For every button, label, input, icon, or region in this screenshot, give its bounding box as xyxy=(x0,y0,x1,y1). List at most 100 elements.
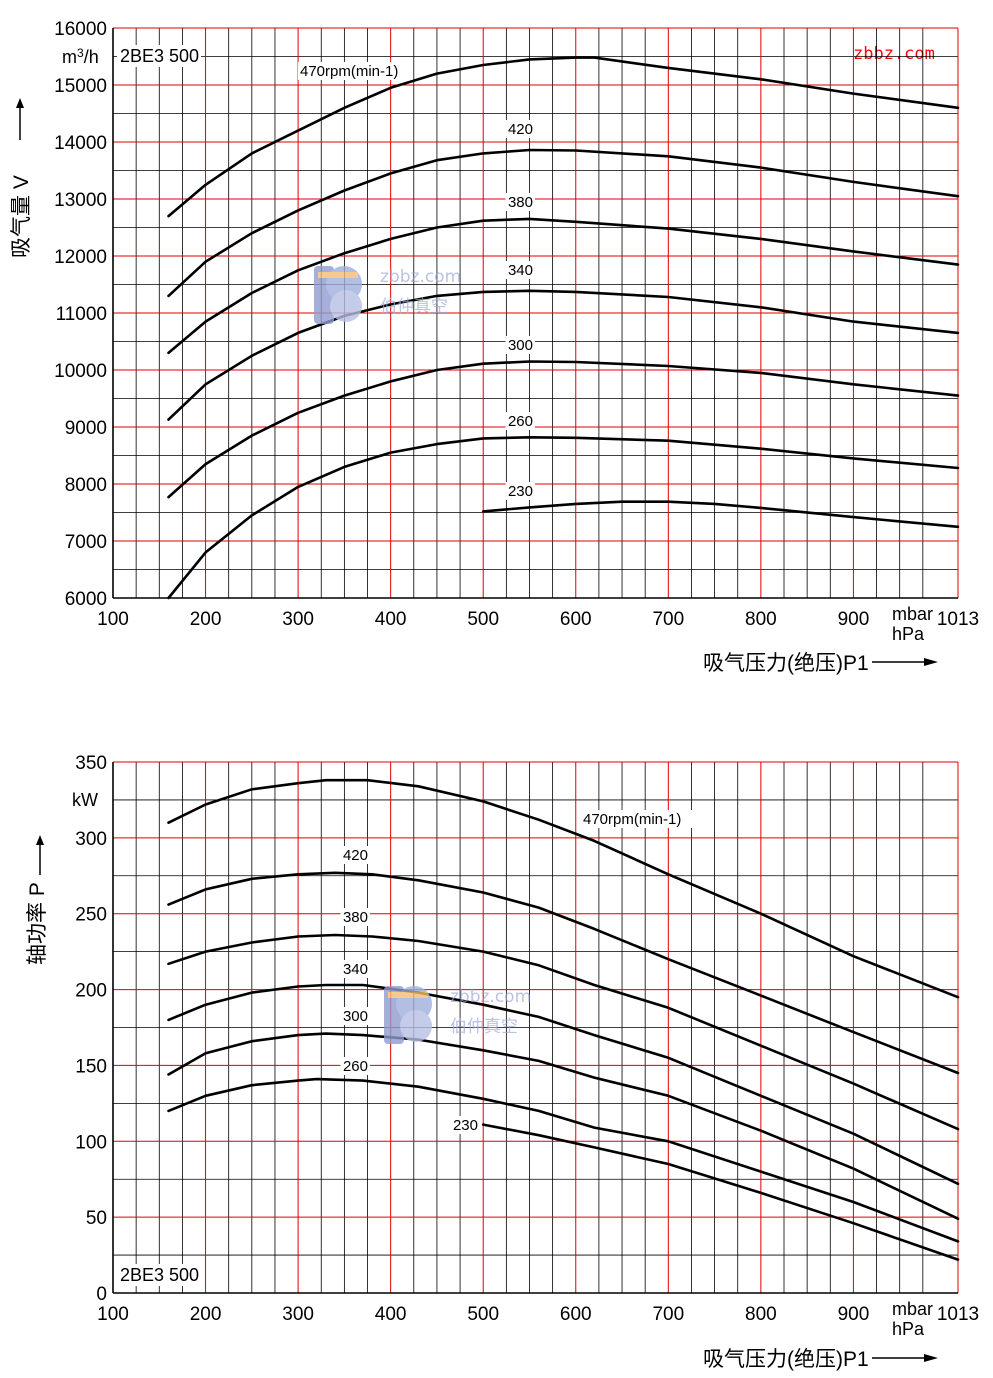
x-tick-label: 100 xyxy=(97,609,129,630)
series-line-380 xyxy=(167,933,960,1131)
arrow-up-icon xyxy=(16,98,24,108)
watermark-text: 伯仲真空 xyxy=(450,1017,518,1037)
series-label: 300 xyxy=(343,1008,368,1025)
y-unit-label: kW xyxy=(72,790,98,810)
x-tick-label: 500 xyxy=(467,1304,499,1325)
x-tick-label: 900 xyxy=(838,1304,870,1325)
x-tick-label: 700 xyxy=(652,609,684,630)
y-tick-label: 10000 xyxy=(54,361,107,382)
site-label[interactable]: zbbz.com xyxy=(853,44,935,64)
y-tick-label: 13000 xyxy=(54,190,107,211)
x-tick-label: 600 xyxy=(560,609,592,630)
series-line-260 xyxy=(167,436,960,600)
series-label: 260 xyxy=(508,413,533,430)
series-label: 420 xyxy=(508,121,533,138)
series-label: 420 xyxy=(343,847,368,864)
watermark-url: zbbz.com xyxy=(380,267,461,287)
y-tick-label: 100 xyxy=(75,1132,107,1153)
model-label-bg xyxy=(117,1264,201,1286)
x-tick-label: 200 xyxy=(190,1304,222,1325)
y-tick-label: 300 xyxy=(75,829,107,850)
series-label-bg xyxy=(505,482,535,500)
model-label-bg xyxy=(117,45,201,67)
y-tick-label: 50 xyxy=(86,1208,107,1229)
bz-logo-icon xyxy=(314,266,362,324)
arrow-up-icon xyxy=(36,835,44,845)
y-tick-label: 11000 xyxy=(56,304,107,325)
y-axis-title: 轴功率 P xyxy=(26,882,49,965)
y-tick-label: 200 xyxy=(75,981,107,1002)
watermark-url: zbbz.com xyxy=(450,987,531,1007)
x-tick-label: 900 xyxy=(838,609,870,630)
series-label: 300 xyxy=(508,337,533,354)
series-label-bg xyxy=(505,336,535,354)
x-unit-label: hPa xyxy=(892,624,925,644)
bz-logo-icon xyxy=(384,986,432,1044)
y-tick-label: 14000 xyxy=(54,133,107,154)
series-line-420 xyxy=(167,148,960,298)
series-line-260 xyxy=(167,1077,960,1243)
model-label: 2BE3 500 xyxy=(120,1265,199,1285)
y-unit-label: m3/h xyxy=(62,46,99,67)
y-tick-label: 150 xyxy=(75,1056,107,1077)
x-axis-title: 吸气压力(绝压)P1 xyxy=(703,652,869,675)
series-label-bg xyxy=(505,193,535,211)
x-axis-title: 吸气压力(绝压)P1 xyxy=(703,1348,869,1371)
series-line-380 xyxy=(167,217,960,355)
x-unit-label: mbar xyxy=(892,604,933,624)
series-line-470rpmmin1 xyxy=(167,56,960,218)
series-label: 380 xyxy=(508,194,533,211)
x-unit-label: mbar xyxy=(892,1299,933,1319)
x-tick-label: 800 xyxy=(745,609,777,630)
series-label-bg xyxy=(298,62,413,80)
watermark-text: 伯仲真空 xyxy=(380,297,448,317)
x-tick-label: 300 xyxy=(282,1304,314,1325)
series-line-420 xyxy=(167,871,960,1075)
series-label-bg xyxy=(340,1057,370,1075)
series-line-300 xyxy=(167,360,960,499)
y-tick-label: 16000 xyxy=(54,19,107,40)
y-tick-label: 250 xyxy=(75,905,107,926)
arrow-right-icon xyxy=(924,1354,938,1362)
x-tick-label: 400 xyxy=(375,609,407,630)
series-line-230 xyxy=(481,1123,960,1261)
x-tick-label: 800 xyxy=(745,1304,777,1325)
y-tick-label: 9000 xyxy=(65,418,107,439)
series-label: 340 xyxy=(508,262,533,279)
series-line-340 xyxy=(167,289,960,421)
series-label-bg xyxy=(340,846,370,864)
series-label-bg xyxy=(581,810,696,828)
series-line-470rpmmin1 xyxy=(167,778,960,999)
watermark-bottom: zbbz.com 伯仲真空 xyxy=(384,986,531,1044)
x-tick-label: 500 xyxy=(467,609,499,630)
series-label: 260 xyxy=(343,1058,368,1075)
series-label: 230 xyxy=(508,483,533,500)
series-label: 340 xyxy=(343,961,368,978)
y-tick-label: 15000 xyxy=(54,76,107,97)
chart-suction-volume: 6000 7000 8000 9000 10000 11000 12000 13000 1400… xyxy=(10,19,979,675)
series-label-bg xyxy=(505,120,535,138)
series-label-bg xyxy=(340,960,370,978)
y-tick-label: 6000 xyxy=(65,589,107,610)
x-tick-label: 1013 xyxy=(937,1304,979,1325)
model-label: 2BE3 500 xyxy=(120,46,199,66)
x-tick-label: 300 xyxy=(282,609,314,630)
chart-shaft-power: 0 50 100 150 200 250 300 350 100 200 300 400 500 600 7… xyxy=(26,753,979,1371)
y-tick-label: 350 xyxy=(75,753,107,774)
x-tick-label: 100 xyxy=(97,1304,129,1325)
arrow-right-icon xyxy=(924,658,938,666)
x-tick-label: 600 xyxy=(560,1304,592,1325)
x-tick-label: 400 xyxy=(375,1304,407,1325)
series-label-bg xyxy=(340,908,370,926)
watermark-top: zbbz.com 伯仲真空 xyxy=(314,266,461,324)
series-label-bg xyxy=(450,1116,480,1134)
series-label: 230 xyxy=(453,1117,478,1134)
series-label-bg xyxy=(505,412,535,430)
x-tick-label: 700 xyxy=(652,1304,684,1325)
y-tick-label: 12000 xyxy=(54,247,107,268)
x-tick-label: 1013 xyxy=(937,609,979,630)
y-tick-label: 7000 xyxy=(65,532,107,553)
y-tick-label: 0 xyxy=(96,1284,107,1305)
series-line-230 xyxy=(481,500,960,529)
